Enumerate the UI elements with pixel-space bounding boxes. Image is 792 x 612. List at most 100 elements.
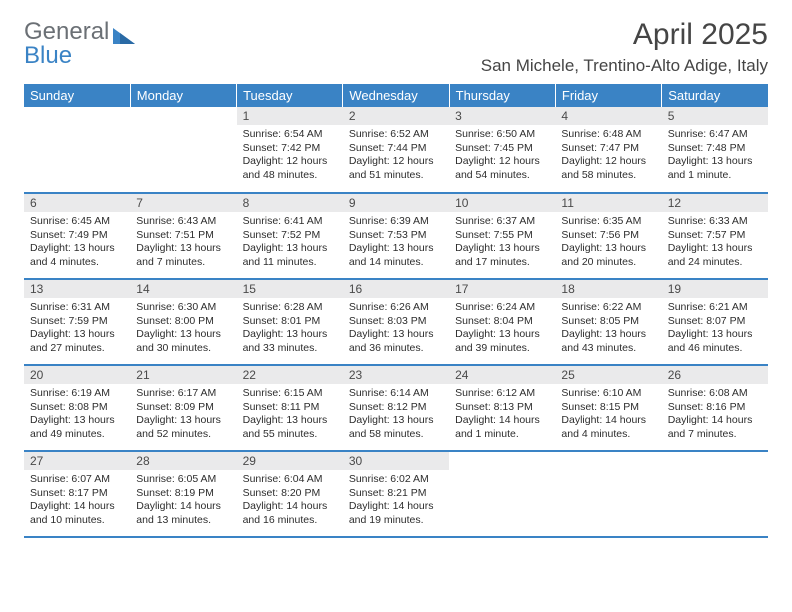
day-number: 9: [343, 194, 449, 212]
day-cell: [24, 107, 130, 193]
day-cell: 11Sunrise: 6:35 AMSunset: 7:56 PMDayligh…: [555, 193, 661, 279]
day-number: 1: [237, 107, 343, 125]
week-row: 20Sunrise: 6:19 AMSunset: 8:08 PMDayligh…: [24, 365, 768, 451]
day-cell: [449, 451, 555, 537]
day-header: Wednesday: [343, 84, 449, 107]
day-header: Saturday: [662, 84, 768, 107]
day-number: 8: [237, 194, 343, 212]
day-cell: 5Sunrise: 6:47 AMSunset: 7:48 PMDaylight…: [662, 107, 768, 193]
day-header: Monday: [130, 84, 236, 107]
day-number: 10: [449, 194, 555, 212]
day-cell: 26Sunrise: 6:08 AMSunset: 8:16 PMDayligh…: [662, 365, 768, 451]
day-number: 2: [343, 107, 449, 125]
day-content: Sunrise: 6:45 AMSunset: 7:49 PMDaylight:…: [24, 212, 130, 274]
day-number: 19: [662, 280, 768, 298]
logo-text-2: Blue: [24, 42, 72, 70]
day-content: Sunrise: 6:07 AMSunset: 8:17 PMDaylight:…: [24, 470, 130, 532]
day-cell: 30Sunrise: 6:02 AMSunset: 8:21 PMDayligh…: [343, 451, 449, 537]
day-content: Sunrise: 6:39 AMSunset: 7:53 PMDaylight:…: [343, 212, 449, 274]
day-content: Sunrise: 6:15 AMSunset: 8:11 PMDaylight:…: [237, 384, 343, 446]
title-block: April 2025 San Michele, Trentino-Alto Ad…: [481, 18, 768, 76]
day-number: 21: [130, 366, 236, 384]
day-content: Sunrise: 6:43 AMSunset: 7:51 PMDaylight:…: [130, 212, 236, 274]
day-content: Sunrise: 6:52 AMSunset: 7:44 PMDaylight:…: [343, 125, 449, 187]
page-title: April 2025: [481, 18, 768, 52]
logo-triangle-icon: [113, 23, 135, 41]
day-content: Sunrise: 6:19 AMSunset: 8:08 PMDaylight:…: [24, 384, 130, 446]
day-cell: [662, 451, 768, 537]
day-cell: 16Sunrise: 6:26 AMSunset: 8:03 PMDayligh…: [343, 279, 449, 365]
day-number: 30: [343, 452, 449, 470]
day-number: 3: [449, 107, 555, 125]
day-cell: 15Sunrise: 6:28 AMSunset: 8:01 PMDayligh…: [237, 279, 343, 365]
day-cell: 10Sunrise: 6:37 AMSunset: 7:55 PMDayligh…: [449, 193, 555, 279]
day-content: Sunrise: 6:17 AMSunset: 8:09 PMDaylight:…: [130, 384, 236, 446]
day-header-row: SundayMondayTuesdayWednesdayThursdayFrid…: [24, 84, 768, 107]
day-number: 13: [24, 280, 130, 298]
day-cell: 7Sunrise: 6:43 AMSunset: 7:51 PMDaylight…: [130, 193, 236, 279]
day-number: 24: [449, 366, 555, 384]
week-row: 13Sunrise: 6:31 AMSunset: 7:59 PMDayligh…: [24, 279, 768, 365]
day-cell: 19Sunrise: 6:21 AMSunset: 8:07 PMDayligh…: [662, 279, 768, 365]
day-content: Sunrise: 6:12 AMSunset: 8:13 PMDaylight:…: [449, 384, 555, 446]
day-cell: 23Sunrise: 6:14 AMSunset: 8:12 PMDayligh…: [343, 365, 449, 451]
day-content: Sunrise: 6:50 AMSunset: 7:45 PMDaylight:…: [449, 125, 555, 187]
page-subtitle: San Michele, Trentino-Alto Adige, Italy: [481, 56, 768, 76]
day-header: Friday: [555, 84, 661, 107]
page: General April 2025 San Michele, Trentino…: [0, 0, 792, 612]
day-cell: 22Sunrise: 6:15 AMSunset: 8:11 PMDayligh…: [237, 365, 343, 451]
week-row: 1Sunrise: 6:54 AMSunset: 7:42 PMDaylight…: [24, 107, 768, 193]
day-number: 16: [343, 280, 449, 298]
day-cell: [555, 451, 661, 537]
day-cell: 29Sunrise: 6:04 AMSunset: 8:20 PMDayligh…: [237, 451, 343, 537]
calendar-table: SundayMondayTuesdayWednesdayThursdayFrid…: [24, 84, 768, 538]
day-cell: 27Sunrise: 6:07 AMSunset: 8:17 PMDayligh…: [24, 451, 130, 537]
day-number: 15: [237, 280, 343, 298]
day-number: 23: [343, 366, 449, 384]
day-content: Sunrise: 6:21 AMSunset: 8:07 PMDaylight:…: [662, 298, 768, 360]
day-number: 18: [555, 280, 661, 298]
day-header: Thursday: [449, 84, 555, 107]
day-number: 7: [130, 194, 236, 212]
day-content: Sunrise: 6:48 AMSunset: 7:47 PMDaylight:…: [555, 125, 661, 187]
day-cell: [130, 107, 236, 193]
day-content: Sunrise: 6:02 AMSunset: 8:21 PMDaylight:…: [343, 470, 449, 532]
calendar-head: SundayMondayTuesdayWednesdayThursdayFrid…: [24, 84, 768, 107]
day-content: Sunrise: 6:35 AMSunset: 7:56 PMDaylight:…: [555, 212, 661, 274]
day-content: Sunrise: 6:41 AMSunset: 7:52 PMDaylight:…: [237, 212, 343, 274]
day-cell: 6Sunrise: 6:45 AMSunset: 7:49 PMDaylight…: [24, 193, 130, 279]
day-cell: 13Sunrise: 6:31 AMSunset: 7:59 PMDayligh…: [24, 279, 130, 365]
day-cell: 20Sunrise: 6:19 AMSunset: 8:08 PMDayligh…: [24, 365, 130, 451]
day-content: Sunrise: 6:33 AMSunset: 7:57 PMDaylight:…: [662, 212, 768, 274]
day-header: Sunday: [24, 84, 130, 107]
day-cell: 17Sunrise: 6:24 AMSunset: 8:04 PMDayligh…: [449, 279, 555, 365]
day-content: Sunrise: 6:30 AMSunset: 8:00 PMDaylight:…: [130, 298, 236, 360]
day-cell: 2Sunrise: 6:52 AMSunset: 7:44 PMDaylight…: [343, 107, 449, 193]
day-content: Sunrise: 6:24 AMSunset: 8:04 PMDaylight:…: [449, 298, 555, 360]
day-number: 26: [662, 366, 768, 384]
day-cell: 9Sunrise: 6:39 AMSunset: 7:53 PMDaylight…: [343, 193, 449, 279]
day-content: Sunrise: 6:54 AMSunset: 7:42 PMDaylight:…: [237, 125, 343, 187]
day-content: Sunrise: 6:04 AMSunset: 8:20 PMDaylight:…: [237, 470, 343, 532]
week-row: 6Sunrise: 6:45 AMSunset: 7:49 PMDaylight…: [24, 193, 768, 279]
day-cell: 12Sunrise: 6:33 AMSunset: 7:57 PMDayligh…: [662, 193, 768, 279]
day-cell: 8Sunrise: 6:41 AMSunset: 7:52 PMDaylight…: [237, 193, 343, 279]
day-number: 20: [24, 366, 130, 384]
day-number: 4: [555, 107, 661, 125]
week-row: 27Sunrise: 6:07 AMSunset: 8:17 PMDayligh…: [24, 451, 768, 537]
day-content: Sunrise: 6:14 AMSunset: 8:12 PMDaylight:…: [343, 384, 449, 446]
day-content: Sunrise: 6:10 AMSunset: 8:15 PMDaylight:…: [555, 384, 661, 446]
day-content: Sunrise: 6:31 AMSunset: 7:59 PMDaylight:…: [24, 298, 130, 360]
day-cell: 14Sunrise: 6:30 AMSunset: 8:00 PMDayligh…: [130, 279, 236, 365]
day-number: 6: [24, 194, 130, 212]
day-cell: 25Sunrise: 6:10 AMSunset: 8:15 PMDayligh…: [555, 365, 661, 451]
day-number: 11: [555, 194, 661, 212]
day-content: Sunrise: 6:37 AMSunset: 7:55 PMDaylight:…: [449, 212, 555, 274]
day-number: 12: [662, 194, 768, 212]
day-number: 17: [449, 280, 555, 298]
day-number: 25: [555, 366, 661, 384]
day-header: Tuesday: [237, 84, 343, 107]
day-cell: 24Sunrise: 6:12 AMSunset: 8:13 PMDayligh…: [449, 365, 555, 451]
day-number: 27: [24, 452, 130, 470]
day-content: Sunrise: 6:22 AMSunset: 8:05 PMDaylight:…: [555, 298, 661, 360]
